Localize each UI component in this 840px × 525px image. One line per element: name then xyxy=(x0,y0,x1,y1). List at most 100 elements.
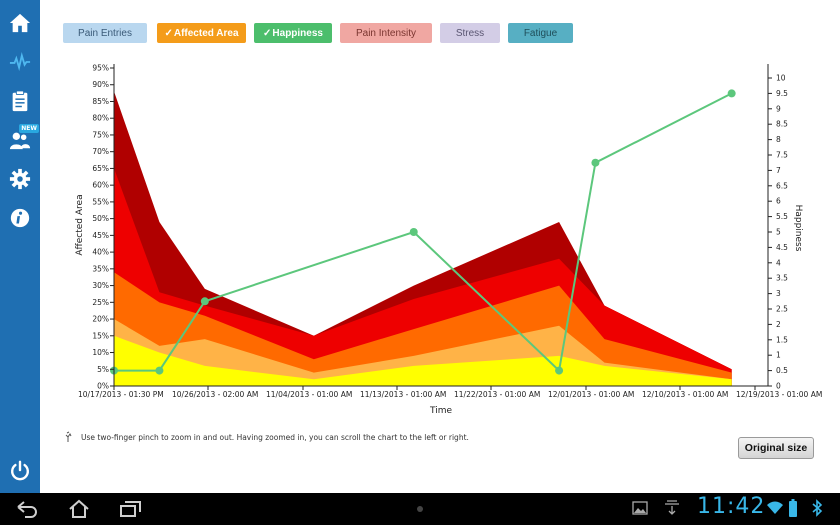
y-right-tick-label: 7 xyxy=(776,166,781,175)
y-left-tick-label: 85% xyxy=(92,97,109,106)
y-left-tick-label: 50% xyxy=(92,214,109,223)
sidebar: NEW xyxy=(0,0,40,493)
y-left-tick-label: 40% xyxy=(92,248,109,257)
y-left-tick-label: 25% xyxy=(92,298,109,307)
x-tick-label: 10/17/2013 - 01:30 PM xyxy=(78,390,164,399)
happiness-point xyxy=(409,228,418,236)
happiness-point xyxy=(200,297,209,306)
wifi-icon xyxy=(767,501,783,514)
y-right-tick-label: 4 xyxy=(776,258,781,267)
community-icon xyxy=(9,132,31,150)
chart[interactable]: 0% 5% 10% 15% 20% 25% 30% 35% 40% 45% 50% 55% 60% 65%… xyxy=(0,0,840,420)
y-right-tick-label: 9 xyxy=(776,104,781,113)
pulse-icon xyxy=(9,52,31,72)
power-button[interactable] xyxy=(0,452,40,490)
settings-button[interactable] xyxy=(0,160,40,198)
check-mark: ✓ xyxy=(164,27,173,39)
tab-label: Affected Area xyxy=(173,27,239,39)
download-icon xyxy=(665,500,679,515)
y-left-tick-label: 35% xyxy=(92,264,109,273)
home-button[interactable] xyxy=(0,4,40,42)
y-left-tick-label: 0% xyxy=(97,382,109,391)
new-badge: NEW xyxy=(19,124,39,133)
y-right-tick-label: 0 xyxy=(776,382,781,391)
tab-label: Stress xyxy=(455,27,485,39)
home-nav-button[interactable] xyxy=(64,497,94,521)
home-icon xyxy=(9,13,31,33)
hint-text: Use two-finger pinch to zoom in and out.… xyxy=(81,432,469,442)
tab-affected-area[interactable]: ✓ Affected Area xyxy=(157,23,246,43)
clipboard-button[interactable] xyxy=(0,82,40,120)
info-button[interactable] xyxy=(0,199,40,237)
tab-pain-intensity[interactable]: Pain Intensity xyxy=(340,23,432,43)
y-left-axis-title: Affected Area xyxy=(75,194,85,255)
y-left-tick-label: 15% xyxy=(92,331,109,340)
happiness-point xyxy=(727,89,736,98)
y-left-tick-label: 5% xyxy=(97,365,109,374)
tab-pain-entries[interactable]: Pain Entries xyxy=(63,23,147,43)
y-left-tick-label: 10% xyxy=(92,348,109,357)
original-size-button[interactable]: Original size xyxy=(738,437,814,459)
y-right-tick-label: 5.5 xyxy=(776,212,788,221)
x-axis-title: Time xyxy=(429,406,452,416)
y-left-tick-label: 70% xyxy=(92,147,109,156)
y-right-tick-label: 0.5 xyxy=(776,366,788,375)
y-right-tick-label: 1.5 xyxy=(776,335,788,344)
y-right-tick-label: 10 xyxy=(776,74,786,83)
menu-dot-icon xyxy=(417,506,423,512)
area-series-0 xyxy=(114,335,732,386)
community-button[interactable]: NEW xyxy=(0,121,40,159)
back-button[interactable] xyxy=(12,497,42,521)
tab-label: Pain Entries xyxy=(78,27,132,39)
y-left-tick-label: 90% xyxy=(92,80,109,89)
x-tick-label: 12/19/2013 - 01:00 AM xyxy=(736,390,822,399)
happiness-point xyxy=(591,158,600,167)
y-left-tick-label: 20% xyxy=(92,315,109,324)
info-icon xyxy=(10,208,30,228)
y-right-tick-label: 6.5 xyxy=(776,181,788,190)
pulse-button[interactable] xyxy=(0,43,40,81)
y-right-tick-label: 1 xyxy=(776,351,781,360)
y-left-tick-label: 95% xyxy=(92,64,109,73)
tab-label: Pain Intensity xyxy=(355,27,417,39)
x-tick-label: 11/04/2013 - 01:00 AM xyxy=(266,390,352,399)
y-right-tick-label: 8.5 xyxy=(776,120,788,129)
x-tick-label: 11/13/2013 - 01:00 AM xyxy=(360,390,446,399)
x-tick-label: 10/26/2013 - 02:00 AM xyxy=(172,390,258,399)
status-clock: 11:42 xyxy=(697,494,766,519)
power-icon xyxy=(11,460,29,481)
y-right-tick-label: 6 xyxy=(776,197,781,206)
gallery-icon xyxy=(632,501,648,515)
pinch-gesture-icon xyxy=(65,431,72,442)
clipboard-icon xyxy=(12,90,28,112)
y-right-axis-title: Happiness xyxy=(793,205,803,252)
happiness-point xyxy=(555,366,564,375)
system-navigation-bar: 11:42 xyxy=(0,493,840,525)
y-right-tick-label: 3.5 xyxy=(776,274,788,283)
battery-icon xyxy=(789,499,797,517)
y-right-tick-label: 7.5 xyxy=(776,151,788,160)
y-left-tick-label: 55% xyxy=(92,197,109,206)
home-outline-icon xyxy=(69,499,89,518)
recent-apps-icon xyxy=(120,501,141,517)
y-right-tick-label: 3 xyxy=(776,289,781,298)
y-left-tick-label: 45% xyxy=(92,231,109,240)
y-right-tick-label: 9.5 xyxy=(776,89,788,98)
y-right-tick-label: 8 xyxy=(776,135,781,144)
tab-stress[interactable]: Stress xyxy=(440,23,500,43)
gear-icon xyxy=(9,168,31,190)
tab-fatigue[interactable]: Fatigue xyxy=(508,23,573,43)
x-tick-label: 12/10/2013 - 01:00 AM xyxy=(642,390,728,399)
x-tick-label: 11/22/2013 - 01:00 AM xyxy=(454,390,540,399)
recent-apps-button[interactable] xyxy=(116,497,146,521)
y-right-tick-label: 5 xyxy=(776,228,781,237)
x-tick-label: 12/01/2013 - 01:00 AM xyxy=(548,390,634,399)
zoom-hint: Use two-finger pinch to zoom in and out.… xyxy=(64,431,469,443)
y-left-tick-label: 60% xyxy=(92,181,109,190)
back-icon xyxy=(17,501,37,518)
tab-happiness[interactable]: ✓ Happiness xyxy=(254,23,332,43)
y-left-tick-label: 65% xyxy=(92,164,109,173)
bluetooth-icon xyxy=(812,499,823,517)
happiness-point xyxy=(155,366,164,375)
